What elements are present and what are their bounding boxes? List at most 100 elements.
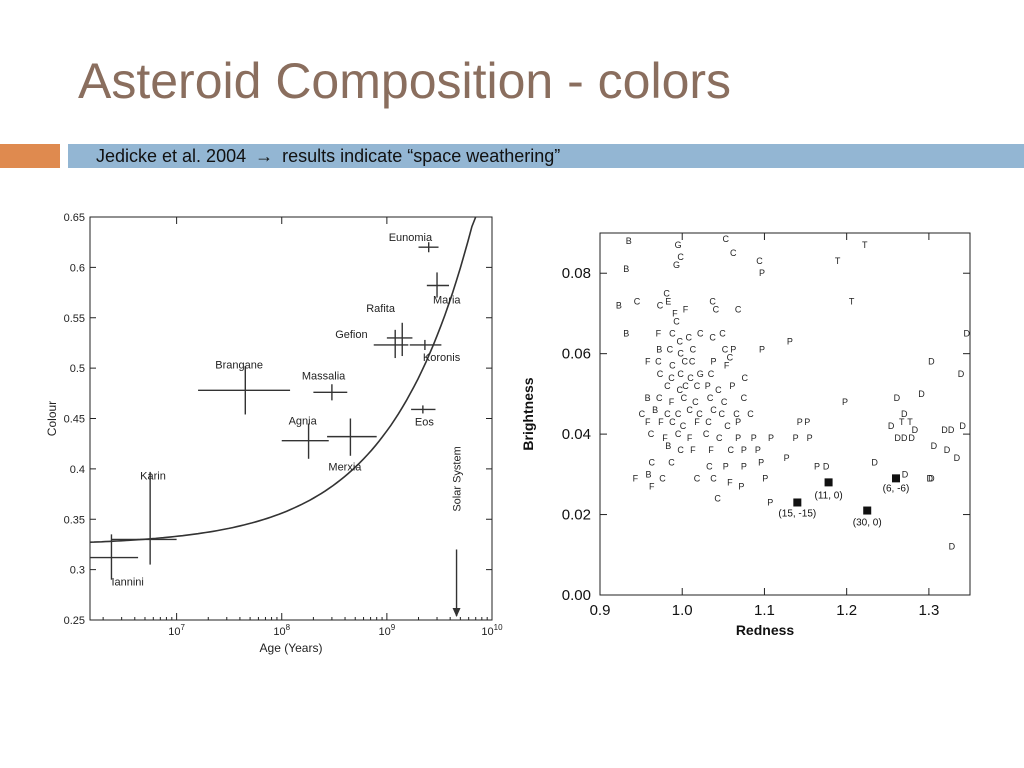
taxonomy-point: C [677, 337, 684, 347]
taxonomy-point: P [759, 345, 765, 355]
taxonomy-point: F [708, 445, 714, 455]
taxonomy-point: D [926, 473, 933, 483]
family-label: Koronis [423, 352, 461, 364]
taxonomy-point: P [797, 417, 803, 427]
taxonomy-point: C [639, 409, 646, 419]
model-marker-label: (11, 0) [814, 490, 842, 501]
taxonomy-point: D [871, 457, 878, 467]
model-marker [824, 478, 833, 487]
taxonomy-point: B [623, 329, 629, 339]
taxonomy-point: F [687, 433, 693, 443]
taxonomy-point: F [658, 417, 664, 427]
taxonomy-point: C [710, 405, 717, 415]
x-tick-label: 107 [168, 623, 185, 638]
taxonomy-point: T [862, 240, 868, 250]
taxonomy-point: C [675, 429, 682, 439]
y-tick-label: 0.35 [64, 514, 85, 526]
taxonomy-point: C [694, 381, 701, 391]
y-tick-label: 0.08 [562, 265, 591, 282]
right-arrow-icon: → [255, 146, 274, 166]
taxonomy-point: C [756, 256, 763, 266]
taxonomy-point: D [823, 461, 830, 471]
taxonomy-point: C [657, 300, 664, 310]
taxonomy-point: C [677, 349, 684, 359]
taxonomy-point: P [787, 337, 793, 347]
taxonomy-point: C [724, 421, 731, 431]
taxonomy-point: C [677, 445, 684, 455]
solar-system-label: Solar System [452, 446, 464, 511]
plot-frame [599, 232, 971, 596]
taxonomy-point: D [944, 445, 951, 455]
taxonomy-point: D [901, 433, 908, 443]
taxonomy-point: C [663, 288, 670, 298]
taxonomy-point: P [735, 417, 741, 427]
taxonomy-point: F [724, 361, 730, 371]
y-tick-label: 0.65 [64, 212, 85, 224]
taxonomy-point: B [652, 405, 658, 415]
x-tick-label: 1.0 [672, 602, 693, 619]
taxonomy-point: F [656, 329, 662, 339]
y-tick-label: 0.55 [64, 313, 85, 325]
taxonomy-point: D [948, 425, 955, 435]
taxonomy-point: D [888, 421, 895, 431]
taxonomy-point: C [705, 417, 712, 427]
taxonomy-point: C [733, 409, 740, 419]
model-marker [892, 474, 900, 483]
taxonomy-point: C [710, 473, 717, 483]
taxonomy-point: D [931, 441, 938, 451]
taxonomy-point: B [616, 300, 622, 310]
taxonomy-point: C [708, 369, 715, 379]
taxonomy-point: B [656, 345, 662, 355]
x-tick-label: 1010 [481, 623, 503, 638]
taxonomy-point: D [949, 542, 956, 552]
taxonomy-point: F [662, 433, 668, 443]
taxonomy-point: P [758, 457, 764, 467]
taxonomy-point: T [907, 417, 913, 427]
taxonomy-point: C [664, 381, 671, 391]
taxonomy-point: C [696, 409, 703, 419]
taxonomy-point: P [730, 345, 736, 355]
taxonomy-point: C [677, 252, 684, 262]
taxonomy-point: C [706, 461, 713, 471]
taxonomy-point: P [842, 397, 848, 407]
taxonomy-point: P [705, 381, 711, 391]
model-marker [793, 498, 802, 507]
taxonomy-point: C [673, 316, 680, 326]
y-tick-label: 0.45 [64, 414, 85, 426]
taxonomy-point: F [727, 477, 733, 487]
taxonomy-point: P [723, 461, 729, 471]
taxonomy-point: B [665, 441, 671, 451]
model-marker-label: (15, -15) [778, 508, 816, 519]
y-tick-label: 0.00 [562, 587, 591, 604]
taxonomy-point: P [738, 481, 744, 491]
taxonomy-point: C [735, 304, 742, 314]
taxonomy-point: P [741, 461, 747, 471]
taxonomy-point: T [835, 256, 841, 266]
taxonomy-point: E [665, 296, 671, 306]
taxonomy-point: P [735, 433, 741, 443]
y-tick-label: 0.06 [562, 346, 591, 363]
accent-bar-orange [0, 144, 60, 168]
taxonomy-point: F [690, 445, 696, 455]
taxonomy-point: C [634, 296, 641, 306]
taxonomy-point: C [675, 409, 682, 419]
taxonomy-point: P [710, 357, 716, 367]
slide-subtitle: Jedicke et al. 2004 → results indicate “… [96, 144, 560, 168]
taxonomy-point: P [768, 433, 774, 443]
taxonomy-point: C [686, 405, 693, 415]
taxonomy-point: F [683, 304, 689, 314]
taxonomy-point: C [709, 333, 716, 343]
taxonomy-point: C [721, 397, 728, 407]
taxonomy-point: C [680, 421, 687, 431]
taxonomy-point: T [899, 417, 905, 427]
taxonomy-point: P [784, 453, 790, 463]
y-axis-label: Brightness [520, 377, 536, 450]
taxonomy-point: B [645, 393, 651, 403]
taxonomy-point: D [954, 453, 961, 463]
taxonomy-point: D [941, 425, 948, 435]
x-tick-label: 108 [273, 623, 290, 638]
taxonomy-point: D [908, 433, 915, 443]
x-tick-label: 1.3 [918, 602, 939, 619]
taxonomy-point: P [767, 497, 773, 507]
taxonomy-point: C [656, 393, 663, 403]
